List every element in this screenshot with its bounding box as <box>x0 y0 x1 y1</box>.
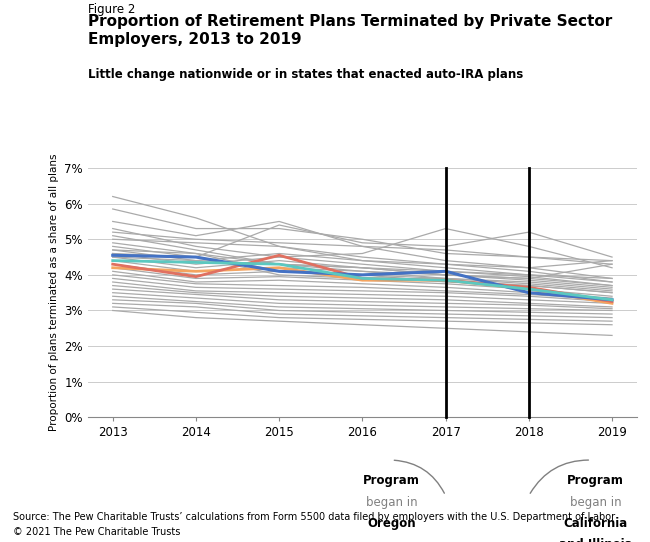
Text: Little change nationwide or in states that enacted auto-IRA plans: Little change nationwide or in states th… <box>88 68 523 81</box>
Text: Program: Program <box>363 474 420 487</box>
Text: California: California <box>564 517 627 530</box>
Text: Program: Program <box>567 474 624 487</box>
Text: Oregon: Oregon <box>367 517 416 530</box>
Text: Figure 2: Figure 2 <box>88 3 135 16</box>
Text: Source: The Pew Charitable Trusts’ calculations from Form 5500 data filed by emp: Source: The Pew Charitable Trusts’ calcu… <box>13 512 615 522</box>
Text: and Illinois: and Illinois <box>559 538 632 542</box>
Text: Proportion of Retirement Plans Terminated by Private Sector
Employers, 2013 to 2: Proportion of Retirement Plans Terminate… <box>88 14 612 47</box>
Text: began in: began in <box>366 496 417 509</box>
Text: began in: began in <box>569 496 621 509</box>
Text: © 2021 The Pew Charitable Trusts: © 2021 The Pew Charitable Trusts <box>13 527 181 537</box>
Y-axis label: Proportion of plans terminated as a share of all plans: Proportion of plans terminated as a shar… <box>49 154 58 431</box>
